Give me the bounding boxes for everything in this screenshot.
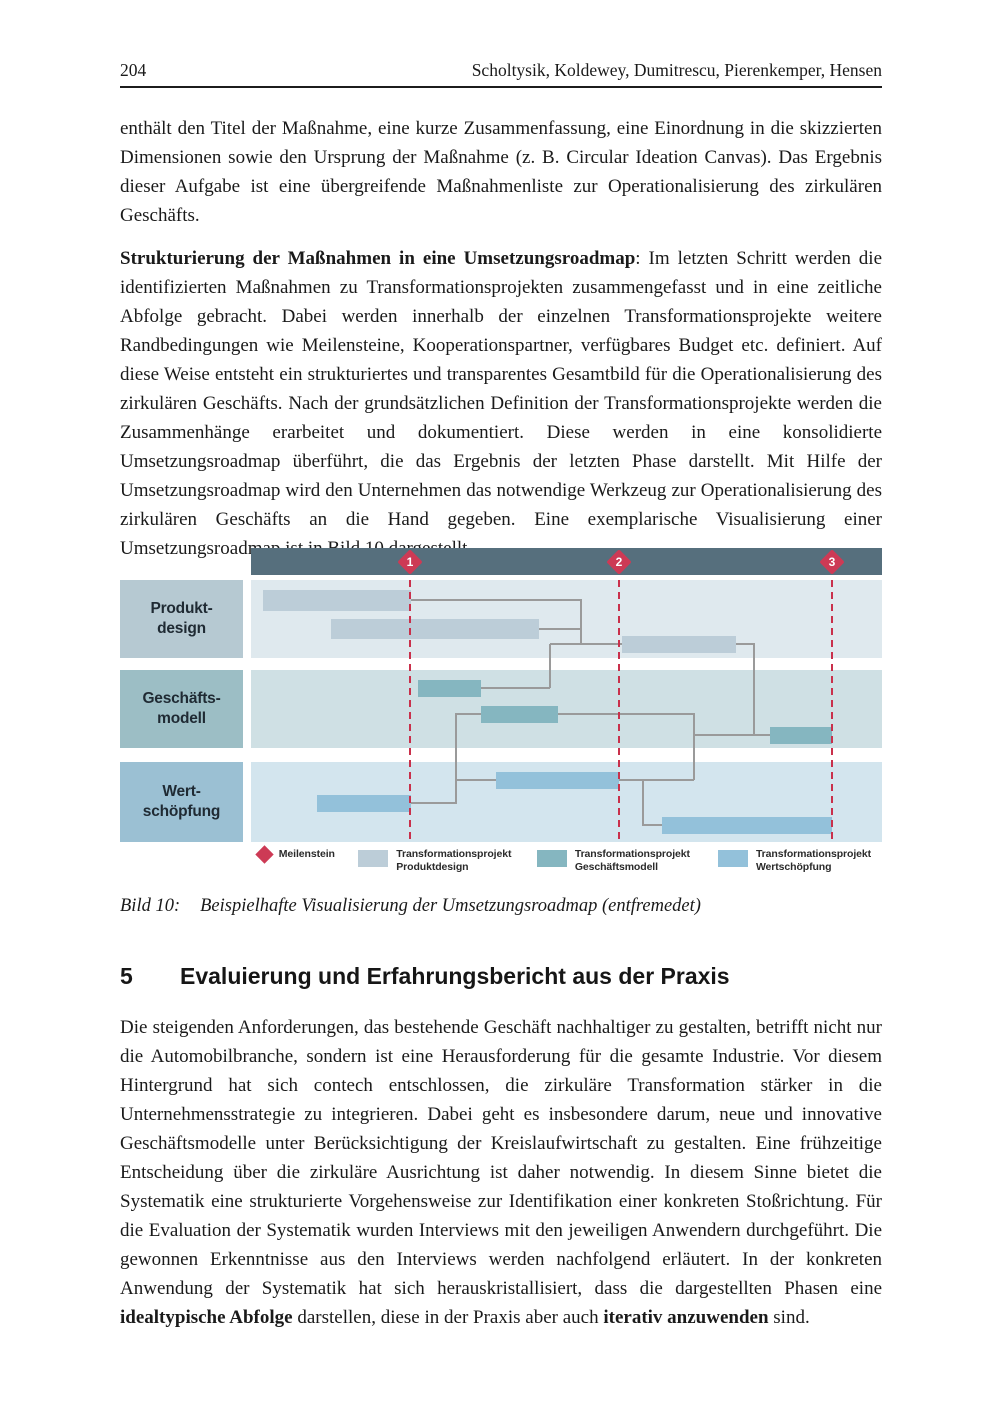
roadmap-chart xyxy=(251,580,882,842)
section-heading: 5 Evaluierung und Erfahrungsbericht aus … xyxy=(120,962,730,992)
legend-label: Transformationsprojekt Wertschöpfung xyxy=(755,848,872,874)
text-run: : Im letzten Schritt werden die identifi… xyxy=(120,248,883,559)
legend-label: Transformationsprojekt Geschäftsmodell xyxy=(574,848,690,874)
running-head: Scholtysik, Koldewey, Dumitrescu, Pieren… xyxy=(471,60,882,80)
swatch-geschaeftsmodell xyxy=(536,850,567,867)
swatch-wertschoepfung xyxy=(717,850,748,867)
legend-item-geschaeftsmodell: Transformationsprojekt Geschäftsmodell xyxy=(536,848,690,874)
figure-umsetzungsroadmap: Meilenstein Transformationsprojekt Produkt… xyxy=(120,545,882,885)
project-bar-wertschoepfung-9 xyxy=(662,817,832,834)
paragraph-strukturierung: Strukturierung der Maßnahmen in eine Ums… xyxy=(120,244,882,563)
connector-10 xyxy=(411,713,481,804)
legend-item-wertschoepfung: Transformationsprojekt Wertschöpfung xyxy=(717,848,872,874)
row-label-produktdesign: Produkt-design xyxy=(120,580,243,658)
project-bar-geschaeftsmodell-6 xyxy=(770,727,832,744)
text-run: Die steigenden Anforderungen, das besteh… xyxy=(120,1017,882,1299)
milestone-3-icon: 3 xyxy=(819,548,845,575)
row-label-text: Wert-schöpfung xyxy=(142,782,221,820)
figure-caption: Bild 10: Beispielhafte Visualisierung der… xyxy=(120,896,701,917)
project-bar-produktdesign-3 xyxy=(622,636,736,653)
project-bar-produktdesign-1 xyxy=(263,590,411,611)
text-run: sind. xyxy=(768,1307,810,1328)
caption-label: Bild 10: xyxy=(120,896,181,916)
row-label-geschaeftsmodell: Geschäfts-modell xyxy=(120,670,243,748)
page-header: 204 Scholtysik, Koldewey, Dumitrescu, Pi… xyxy=(120,52,882,88)
milestone-2-icon: 2 xyxy=(606,548,632,575)
project-bar-produktdesign-2 xyxy=(331,619,539,639)
project-bar-geschaeftsmodell-5 xyxy=(481,706,558,723)
paragraph-intro: enthält den Titel der Maßnahme, eine kur… xyxy=(120,114,882,230)
row-label-text: Geschäfts-modell xyxy=(142,689,221,727)
milestone-1-icon: 1 xyxy=(397,548,423,575)
row-label-text: Produkt-design xyxy=(150,599,213,637)
section-number: 5 xyxy=(120,963,133,989)
connector-7 xyxy=(558,713,695,780)
bold-text: iterativ anzuwenden xyxy=(603,1307,769,1328)
section-title: Evaluierung und Erfahrungsbericht aus de… xyxy=(180,963,730,989)
legend-item-meilenstein: Meilenstein xyxy=(255,845,335,864)
connector-6 xyxy=(736,643,770,736)
bold-text: Strukturierung der Maßnahmen in eine Ums… xyxy=(120,248,636,269)
text-run: darstellen, diese in der Praxis aber auc… xyxy=(292,1307,604,1328)
caption-text: Beispielhafte Visualisierung der Umsetzu… xyxy=(200,896,701,916)
project-bar-geschaeftsmodell-4 xyxy=(418,680,481,697)
milestone-number: 3 xyxy=(828,554,836,569)
milestone-number: 2 xyxy=(615,554,623,569)
connector-12 xyxy=(642,780,662,826)
row-label-wertschoepfung: Wert-schöpfung xyxy=(120,762,243,842)
project-bar-wertschoepfung-7 xyxy=(496,772,619,789)
legend-label: Transformationsprojekt Produktdesign xyxy=(396,848,512,874)
paragraph-evaluierung: Die steigenden Anforderungen, das besteh… xyxy=(120,1013,882,1332)
legend-label: Meilenstein xyxy=(278,848,335,860)
project-bar-wertschoepfung-8 xyxy=(317,795,411,812)
legend-item-produktdesign: Transformationsprojekt Produktdesign xyxy=(358,848,511,874)
page-number: 204 xyxy=(120,60,147,80)
milestone-number: 1 xyxy=(406,554,414,569)
figure-legend: Meilenstein Transformationsprojekt Produkt… xyxy=(120,845,882,884)
bold-text: idealtypische Abfolge xyxy=(120,1307,293,1328)
text-run: enthält den Titel der Maßnahme, eine kur… xyxy=(120,118,882,226)
swatch-produktdesign xyxy=(358,850,389,867)
milestone-diamond-icon xyxy=(255,845,274,864)
timeline-header-bar xyxy=(251,548,882,575)
